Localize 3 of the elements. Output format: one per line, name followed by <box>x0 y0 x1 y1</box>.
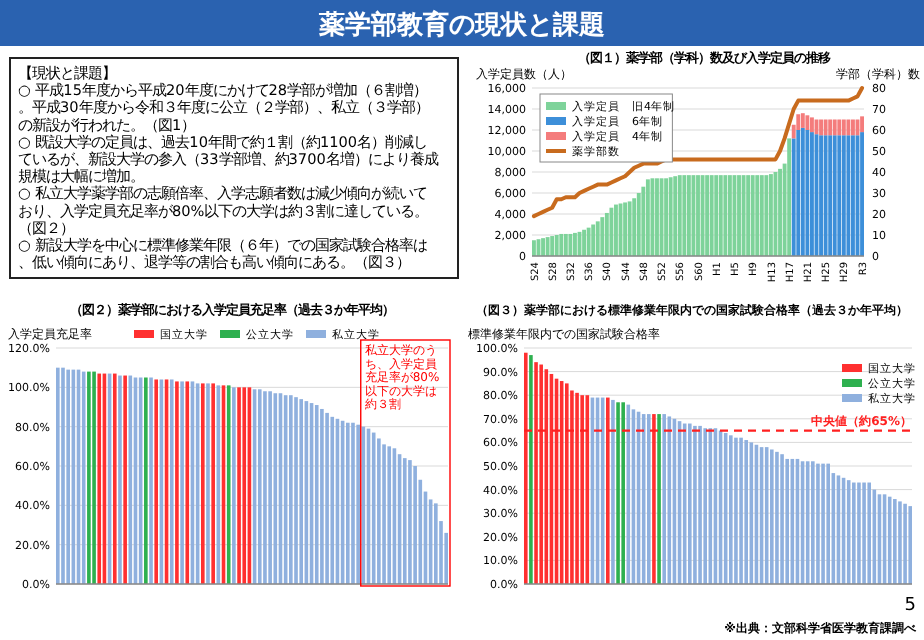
line-series <box>531 86 865 219</box>
text: 5 <box>904 596 916 616</box>
text: 薬学部教育の現状と課題 <box>317 9 605 41</box>
